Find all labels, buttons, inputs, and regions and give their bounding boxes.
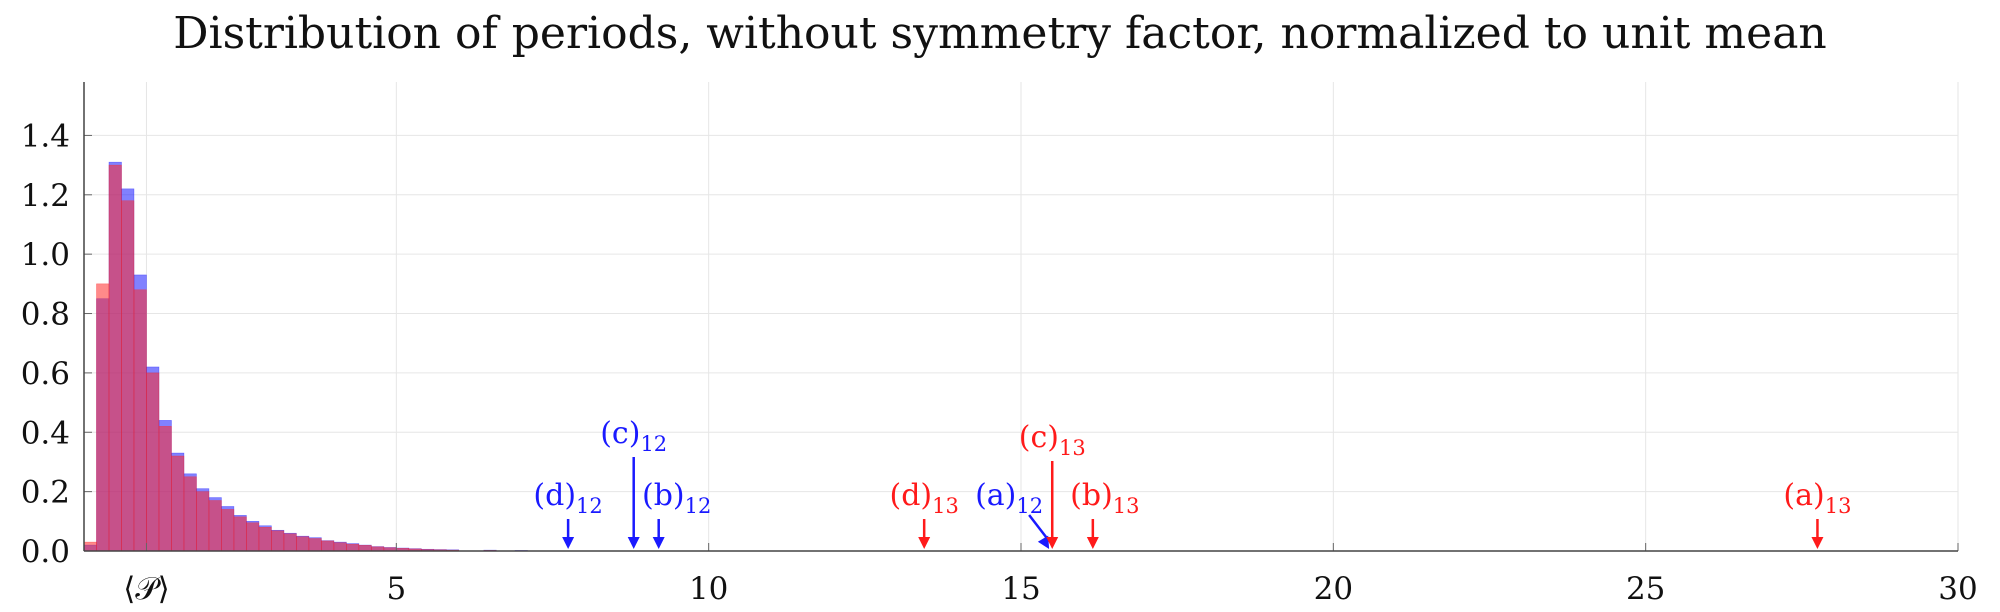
annotation-label-main: (b) bbox=[642, 478, 685, 513]
y-tick-label: 0.0 bbox=[21, 534, 70, 570]
histogram-bar bbox=[121, 200, 135, 552]
annotation-arrowhead bbox=[627, 537, 640, 549]
axes: 0.0 0.2 0.4 0.6 0.8 1.0 1.2 1.4 ⟨𝒫⟩ 5 10 15 20 25 30 bbox=[21, 82, 1978, 607]
histogram-bar bbox=[333, 542, 347, 552]
annotation-label-sub: 12 bbox=[685, 494, 712, 518]
annotation-label-main: (b) bbox=[1070, 478, 1113, 513]
annotation-label-sub: 12 bbox=[576, 494, 603, 518]
histogram-bar bbox=[96, 283, 110, 552]
x-tick-label: ⟨𝒫⟩ bbox=[123, 571, 170, 607]
histogram-bar bbox=[246, 522, 260, 552]
y-tick-label: 0.6 bbox=[21, 356, 70, 392]
annotation-label-main: (d) bbox=[533, 478, 576, 513]
histogram-bar bbox=[133, 289, 147, 552]
y-tick-label: 1.0 bbox=[21, 237, 70, 273]
annotation-arrowhead bbox=[562, 537, 575, 549]
annotation-arrowhead bbox=[652, 537, 665, 549]
x-tick-label: 15 bbox=[1001, 571, 1040, 607]
annotation-label: (b)13 bbox=[1070, 478, 1139, 518]
x-tick-label: 25 bbox=[1626, 571, 1665, 607]
annotations: (d)12(c)12(b)12 (a)12(d)13(c)13(b)13 (a)13 bbox=[533, 416, 1851, 549]
annotation-label: (b)12 bbox=[642, 478, 711, 518]
annotation-label: (c)12 bbox=[600, 416, 667, 456]
histogram-bar bbox=[283, 533, 297, 552]
annotation-arrow bbox=[1028, 514, 1051, 542]
annotation-label-sub: 13 bbox=[1059, 436, 1086, 460]
annotation-label-main: (a) bbox=[975, 478, 1016, 513]
annotation-label: (a)12 bbox=[975, 478, 1043, 518]
histogram-bar bbox=[196, 491, 210, 552]
histogram-bar bbox=[258, 527, 272, 552]
histogram-bar bbox=[208, 500, 222, 552]
annotation-label-main: (a) bbox=[1783, 478, 1824, 513]
annotation-label-main: (d) bbox=[889, 478, 932, 513]
annotation-arrowhead bbox=[918, 537, 931, 549]
annotation-label: (d)13 bbox=[889, 478, 958, 518]
histogram-bar bbox=[183, 476, 197, 552]
annotation-arrowhead bbox=[1037, 535, 1050, 549]
x-tick-label: 10 bbox=[689, 571, 728, 607]
y-tick-label: 0.4 bbox=[21, 415, 70, 451]
chart-title: Distribution of periods, without symmetr… bbox=[173, 8, 1827, 59]
y-tick-label: 1.2 bbox=[21, 178, 70, 214]
histogram-bar bbox=[308, 538, 322, 552]
x-tick-label: 5 bbox=[386, 571, 406, 607]
annotation-label-sub: 13 bbox=[1825, 494, 1852, 518]
histogram-bar bbox=[158, 426, 172, 552]
annotation-label: (d)12 bbox=[533, 478, 602, 518]
annotation-label-sub: 12 bbox=[1016, 494, 1043, 518]
histogram-bar bbox=[83, 541, 97, 552]
histogram-bar bbox=[233, 516, 247, 552]
histogram-bar bbox=[108, 164, 122, 552]
histogram-bar bbox=[271, 530, 285, 552]
x-tick-label: 30 bbox=[1938, 571, 1977, 607]
histogram-bar bbox=[321, 540, 335, 552]
annotation-arrowhead bbox=[1811, 537, 1824, 549]
histogram-bar bbox=[358, 545, 372, 552]
histogram-bar bbox=[221, 509, 235, 552]
annotation-arrowhead bbox=[1086, 537, 1099, 549]
histogram-bar bbox=[171, 455, 185, 552]
histogram-bar bbox=[346, 543, 360, 552]
histogram-bars bbox=[83, 161, 528, 552]
annotation-label-main: (c) bbox=[600, 416, 640, 451]
annotation-label-main: (c) bbox=[1019, 420, 1059, 455]
annotation-label-sub: 12 bbox=[640, 432, 667, 456]
histogram-bar bbox=[146, 372, 160, 552]
annotation-label: (a)13 bbox=[1783, 478, 1851, 518]
histogram-bar bbox=[296, 536, 310, 552]
annotation-arrowhead bbox=[1046, 537, 1059, 549]
grid bbox=[84, 82, 1959, 551]
annotation-label-sub: 13 bbox=[1113, 494, 1140, 518]
annotation-label-sub: 13 bbox=[932, 494, 959, 518]
annotation-label: (c)13 bbox=[1019, 420, 1086, 460]
y-tick-label: 1.4 bbox=[21, 118, 70, 154]
y-tick-label: 0.2 bbox=[21, 475, 70, 511]
y-tick-label: 0.8 bbox=[21, 297, 70, 333]
x-tick-label: 20 bbox=[1314, 571, 1353, 607]
